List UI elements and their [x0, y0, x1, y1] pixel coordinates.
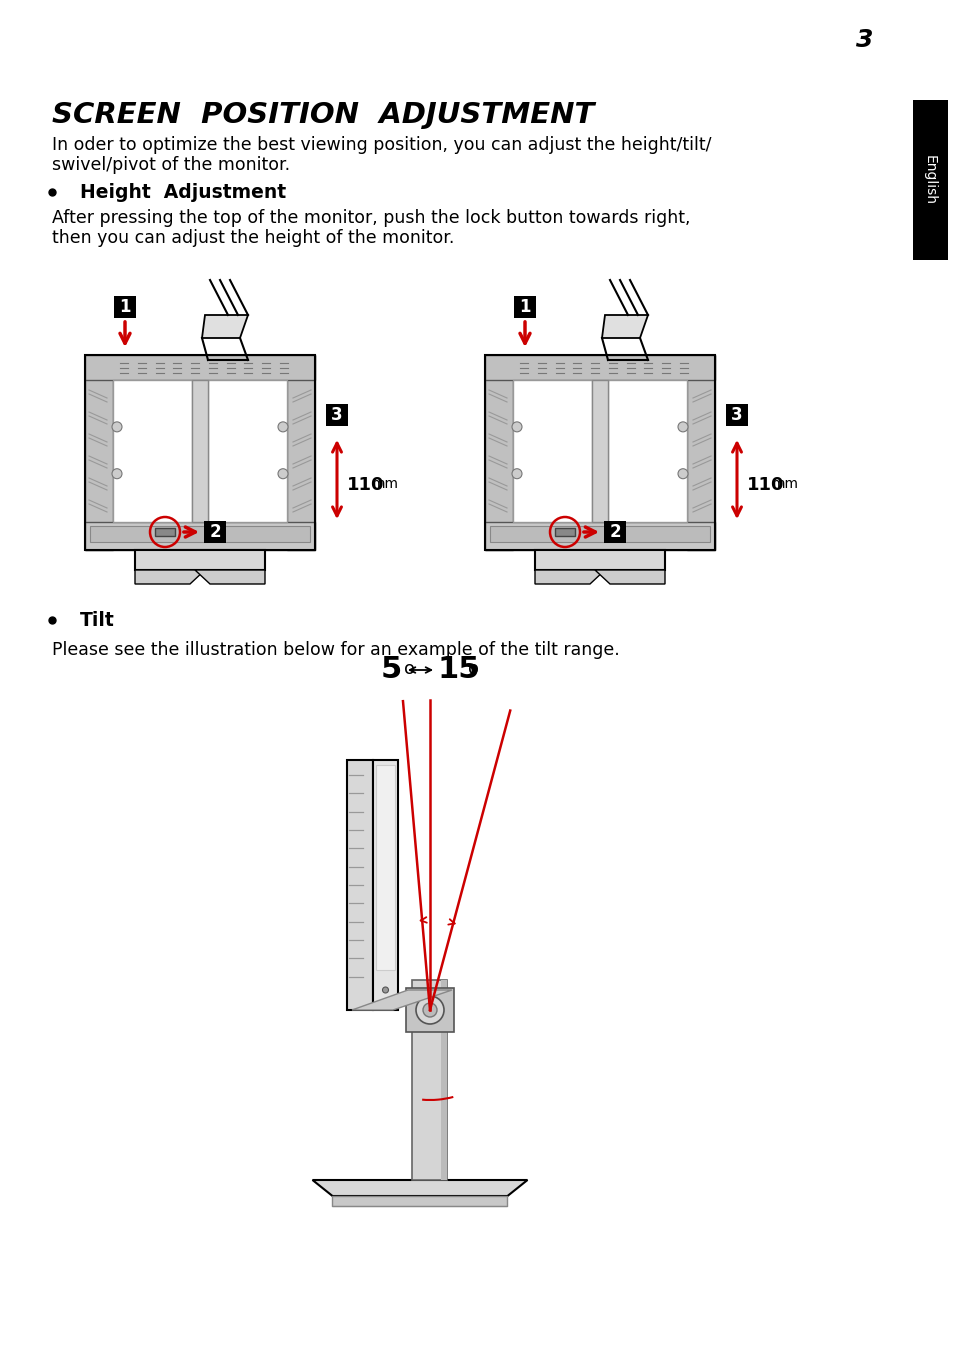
FancyBboxPatch shape	[85, 355, 112, 550]
Text: then you can adjust the height of the monitor.: then you can adjust the height of the mo…	[52, 229, 454, 247]
Text: swivel/pivot of the monitor.: swivel/pivot of the monitor.	[52, 156, 290, 173]
Circle shape	[678, 469, 687, 478]
FancyBboxPatch shape	[535, 550, 664, 570]
FancyBboxPatch shape	[85, 355, 314, 379]
FancyBboxPatch shape	[287, 355, 314, 550]
FancyBboxPatch shape	[484, 355, 714, 379]
FancyBboxPatch shape	[154, 528, 174, 537]
Polygon shape	[135, 570, 205, 584]
FancyBboxPatch shape	[513, 379, 592, 522]
Text: Tilt: Tilt	[80, 611, 114, 630]
Polygon shape	[202, 314, 248, 337]
FancyBboxPatch shape	[555, 528, 575, 537]
FancyBboxPatch shape	[192, 379, 208, 522]
FancyBboxPatch shape	[412, 980, 447, 1180]
Text: o: o	[468, 660, 478, 678]
Text: 2: 2	[209, 523, 220, 541]
FancyBboxPatch shape	[441, 980, 447, 1180]
Text: 3: 3	[730, 406, 742, 424]
Polygon shape	[194, 570, 265, 584]
Polygon shape	[313, 1180, 527, 1196]
FancyBboxPatch shape	[592, 379, 607, 522]
FancyBboxPatch shape	[484, 355, 513, 550]
Text: In oder to optimize the best viewing position, you can adjust the height/tilt/: In oder to optimize the best viewing pos…	[52, 136, 711, 154]
Polygon shape	[601, 314, 647, 337]
FancyBboxPatch shape	[90, 526, 310, 542]
Text: mm: mm	[771, 477, 799, 492]
Text: mm: mm	[372, 477, 398, 492]
Text: 110: 110	[347, 476, 384, 493]
Circle shape	[678, 421, 687, 432]
Circle shape	[382, 986, 388, 993]
Polygon shape	[535, 570, 604, 584]
Text: 5: 5	[380, 656, 401, 684]
Polygon shape	[595, 570, 664, 584]
Circle shape	[277, 469, 288, 478]
FancyBboxPatch shape	[375, 766, 395, 970]
FancyBboxPatch shape	[725, 404, 747, 425]
FancyBboxPatch shape	[113, 295, 136, 318]
Circle shape	[512, 469, 521, 478]
FancyBboxPatch shape	[208, 379, 287, 522]
FancyBboxPatch shape	[85, 522, 314, 550]
Circle shape	[512, 421, 521, 432]
Text: 2: 2	[609, 523, 620, 541]
FancyBboxPatch shape	[912, 100, 947, 260]
FancyBboxPatch shape	[686, 355, 714, 550]
Text: After pressing the top of the monitor, push the lock button towards right,: After pressing the top of the monitor, p…	[52, 209, 690, 228]
FancyBboxPatch shape	[484, 522, 714, 550]
FancyBboxPatch shape	[135, 550, 265, 570]
Polygon shape	[352, 991, 452, 1009]
Text: 3: 3	[856, 28, 873, 51]
Circle shape	[422, 1003, 436, 1018]
Text: Please see the illustration below for an example of the tilt range.: Please see the illustration below for an…	[52, 641, 619, 659]
FancyBboxPatch shape	[514, 295, 536, 318]
Text: o: o	[403, 660, 415, 678]
Text: 3: 3	[331, 406, 342, 424]
Text: 1: 1	[119, 298, 131, 316]
Text: English: English	[923, 154, 936, 205]
Text: SCREEN  POSITION  ADJUSTMENT: SCREEN POSITION ADJUSTMENT	[52, 102, 594, 129]
FancyBboxPatch shape	[490, 526, 709, 542]
FancyBboxPatch shape	[112, 379, 192, 522]
FancyBboxPatch shape	[347, 760, 373, 1009]
FancyBboxPatch shape	[603, 522, 625, 543]
Text: 110: 110	[746, 476, 783, 493]
FancyBboxPatch shape	[333, 1196, 507, 1206]
Circle shape	[112, 469, 122, 478]
FancyBboxPatch shape	[326, 404, 348, 425]
Circle shape	[277, 421, 288, 432]
Text: Height  Adjustment: Height Adjustment	[80, 183, 286, 202]
Circle shape	[112, 421, 122, 432]
FancyBboxPatch shape	[373, 760, 397, 1009]
Text: 1: 1	[518, 298, 530, 316]
Text: 15: 15	[437, 656, 480, 684]
Circle shape	[416, 996, 443, 1024]
FancyBboxPatch shape	[204, 522, 226, 543]
FancyBboxPatch shape	[607, 379, 686, 522]
FancyBboxPatch shape	[406, 988, 454, 1033]
